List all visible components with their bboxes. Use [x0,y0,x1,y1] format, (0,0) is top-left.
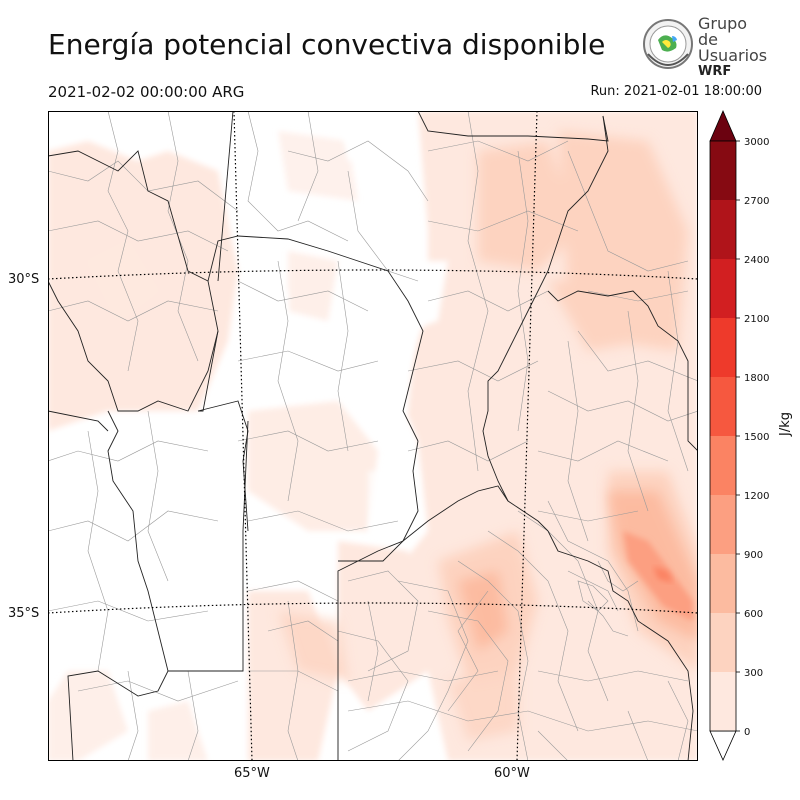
lon-label-60w: 60°W [494,766,530,781]
colorbar-segment [710,259,736,318]
cape-shading-1200 [653,566,673,583]
colorbar-tick-label: 3000 [744,137,769,148]
parallel-35s [48,602,698,614]
meridian-65w [233,111,253,761]
colorbar-tick-label: 900 [744,550,763,561]
wrf-globe-icon [643,19,693,69]
meridian-60w [516,111,538,761]
parallel-30s [48,269,698,280]
colorbar-segment [710,672,736,731]
colorbar-segment [710,495,736,554]
valid-time: 2021-02-02 00:00:00 ARG [48,83,245,101]
colorbar-tick-label: 1800 [744,373,769,384]
map-title: Energía potencial convectiva disponible [48,28,606,61]
map-frame [48,111,698,761]
logo-line-1: Grupo de [698,14,748,49]
colorbar-tick-label: 600 [744,609,763,620]
graticule [48,111,698,761]
colorbar-tick-label: 1500 [744,432,769,443]
lat-label-35s: 35°S [8,606,40,621]
colorbar-tick-label: 2100 [744,314,769,325]
colorbar-segment [710,554,736,613]
lat-label-30s: 30°S [8,272,40,287]
logo-line-2: Usuarios [698,46,768,65]
lon-label-65w: 65°W [234,766,270,781]
colorbar-segments [709,109,737,761]
colorbar-under-arrow [709,730,737,761]
colorbar-ticks: 0 300 600 900 1200 1500 1800 2100 2400 2700 3000 [736,137,769,738]
cape-zero-areas [248,111,448,531]
colorbar: 0 300 600 900 1200 1500 1800 2100 2400 2700 3000 [709,109,769,761]
colorbar-segment [710,318,736,377]
colorbar-tick-label: 0 [744,727,750,738]
cape-map [48,111,698,761]
colorbar-segment [710,377,736,436]
colorbar-segment [710,613,736,672]
colorbar-segment [710,200,736,259]
colorbar-tick-label: 2400 [744,255,769,266]
province-boundaries [48,111,698,761]
colorbar-tick-label: 1200 [744,491,769,502]
colorbar-segment [710,436,736,495]
logo-line-3: WRF [698,64,732,79]
colorbar-over-arrow [709,109,737,142]
colorbar-tick-label: 300 [744,668,763,679]
colorbar-unit-label: J/kg [778,412,793,436]
run-time: Run: 2021-02-01 18:00:00 [590,84,762,99]
colorbar-segment [710,141,736,200]
colorbar-tick-label: 2700 [744,196,769,207]
wrf-users-logo: Grupo de Usuarios WRF [636,14,768,79]
